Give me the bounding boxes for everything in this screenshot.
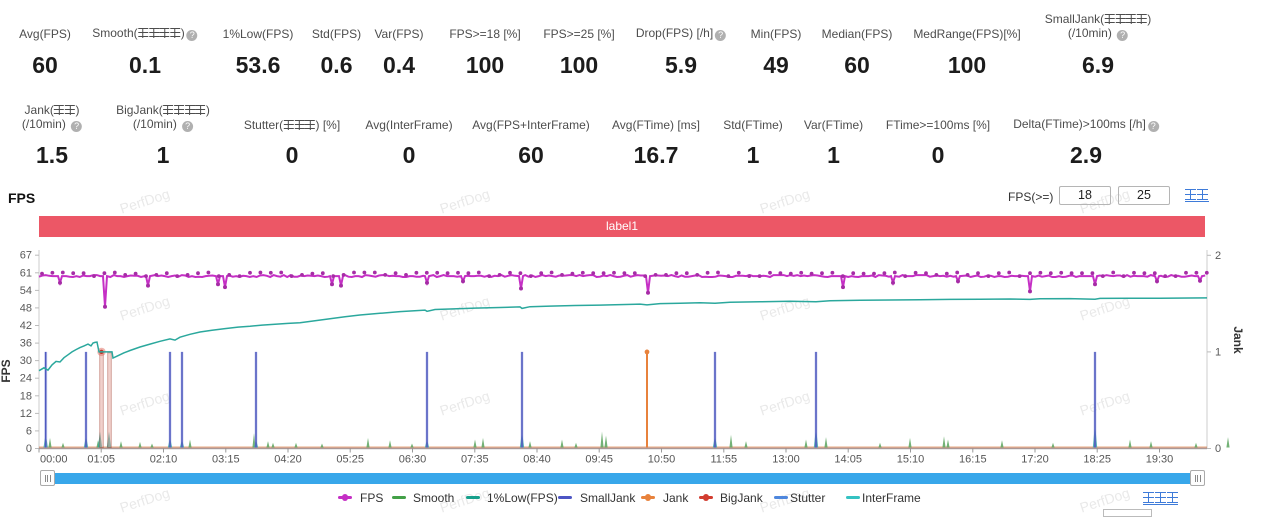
svg-text:67: 67 [20, 250, 32, 262]
svg-text:0: 0 [1215, 443, 1221, 455]
svg-text:14:05: 14:05 [834, 454, 862, 466]
svg-text:02:10: 02:10 [150, 454, 178, 466]
svg-text:10:50: 10:50 [648, 454, 676, 466]
svg-text:24: 24 [20, 373, 32, 385]
svg-text:05:25: 05:25 [336, 454, 364, 466]
svg-text:03:15: 03:15 [212, 454, 240, 466]
svg-text:00:00: 00:00 [40, 454, 68, 466]
svg-text:18: 18 [20, 390, 32, 402]
svg-text:13:00: 13:00 [772, 454, 800, 466]
svg-text:09:45: 09:45 [585, 454, 613, 466]
svg-text:16:15: 16:15 [959, 454, 987, 466]
svg-text:0: 0 [26, 443, 32, 455]
svg-text:6: 6 [26, 425, 32, 437]
svg-text:12: 12 [20, 408, 32, 420]
svg-text:61: 61 [20, 267, 32, 279]
svg-text:08:40: 08:40 [523, 454, 551, 466]
svg-text:04:20: 04:20 [274, 454, 302, 466]
svg-text:06:30: 06:30 [399, 454, 427, 466]
svg-text:30: 30 [20, 355, 32, 367]
svg-text:07:35: 07:35 [461, 454, 489, 466]
svg-text:19:30: 19:30 [1146, 454, 1174, 466]
svg-text:Jank: Jank [1231, 326, 1245, 354]
svg-text:48: 48 [20, 302, 32, 314]
svg-text:42: 42 [20, 320, 32, 332]
svg-text:15:10: 15:10 [897, 454, 925, 466]
svg-text:01:05: 01:05 [87, 454, 115, 466]
svg-text:1: 1 [1215, 346, 1221, 358]
svg-text:36: 36 [20, 338, 32, 350]
svg-text:17:20: 17:20 [1021, 454, 1049, 466]
svg-text:54: 54 [20, 285, 32, 297]
svg-text:18:25: 18:25 [1083, 454, 1111, 466]
svg-text:11:55: 11:55 [710, 454, 737, 466]
svg-text:2: 2 [1215, 250, 1221, 262]
svg-text:FPS: FPS [0, 359, 13, 382]
